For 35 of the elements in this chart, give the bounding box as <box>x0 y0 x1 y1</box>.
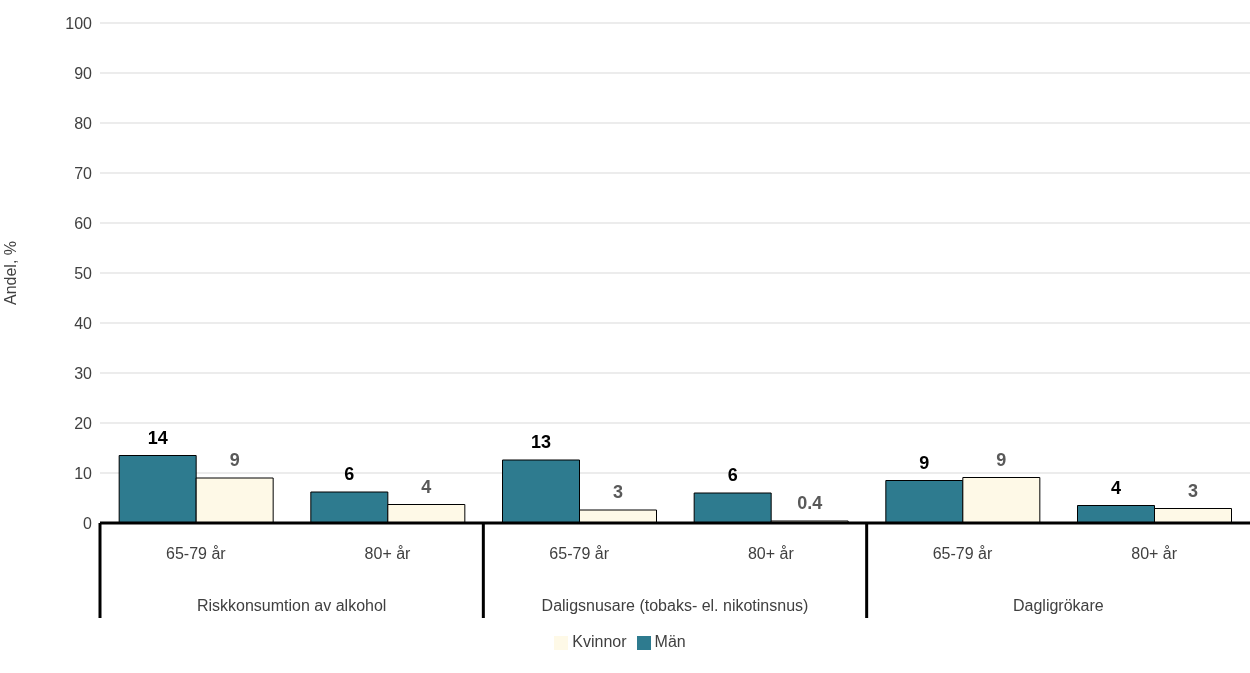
y-tick-label: 100 <box>65 14 93 32</box>
x-tick-label: 80+ år <box>1131 545 1178 562</box>
text: Dagligrökare <box>1012 597 1104 614</box>
y-tick-label: 20 <box>74 414 93 432</box>
y-axis-title: Andel, % <box>1 240 19 306</box>
data-label: 9 <box>919 452 930 473</box>
x-tick-label: 65-79 år <box>549 545 610 562</box>
data-label: 6 <box>727 465 738 485</box>
legend-label: Män <box>654 633 686 650</box>
data-label: 4 <box>1110 477 1122 498</box>
x-tick-label: 80+ år <box>747 545 795 562</box>
data-label: 13 <box>530 432 552 452</box>
data-label: 3 <box>612 482 624 502</box>
x-tick-label: 80+ år <box>364 545 412 562</box>
data-label: 3 <box>1187 480 1199 501</box>
y-tick-label: 70 <box>74 164 93 182</box>
y-tick-label: 50 <box>74 264 93 282</box>
data-label: 9 <box>996 449 1007 470</box>
x-tick-label: 65-79 år <box>166 545 227 562</box>
legend-label: Kvinnor <box>572 633 627 650</box>
data-label: 9 <box>229 450 240 470</box>
data-label: 0.4 <box>797 493 823 513</box>
y-tick-label: 60 <box>74 214 93 232</box>
x-tick-label: 65-79 år <box>932 545 993 562</box>
y-tick-label: 90 <box>74 64 93 82</box>
y-tick-label: 40 <box>74 314 93 332</box>
text: Daligsnusare (tobaks- el. nikotinsnus) <box>541 597 809 614</box>
y-tick-label: 0 <box>83 514 93 532</box>
y-tick-label: 80 <box>74 114 93 132</box>
data-label: 4 <box>421 476 432 497</box>
data-label: 6 <box>344 464 355 484</box>
text: Riskkonsumtion av alkohol <box>196 597 387 614</box>
y-tick-label: 30 <box>74 364 93 382</box>
y-tick-label: 10 <box>74 464 93 482</box>
data-label: 14 <box>147 427 168 448</box>
